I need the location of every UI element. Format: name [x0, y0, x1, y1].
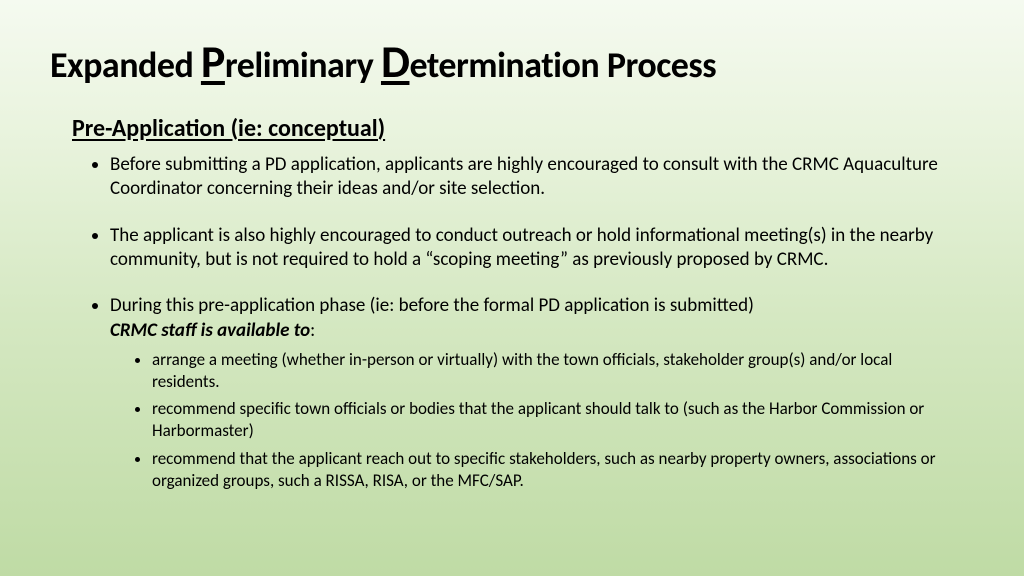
bullet-item: During this pre-application phase (ie: b… — [110, 294, 964, 491]
slide-title: Expanded Preliminary Determination Proce… — [50, 34, 974, 90]
bullet-emphasis: CRMC staff is available to — [110, 319, 310, 342]
title-segment: Expanded — [50, 43, 201, 87]
bullet-text: : — [310, 319, 315, 342]
slide: Expanded Preliminary Determination Proce… — [0, 0, 1024, 576]
bullet-text: During this pre-application phase (ie: b… — [110, 294, 754, 317]
sub-bullet-item: recommend that the applicant reach out t… — [152, 448, 944, 492]
sub-bullet-item: recommend specific town officials or bod… — [152, 398, 944, 442]
subheading: Pre-Application (ie: conceptual) — [72, 114, 974, 143]
title-segment: reliminary — [225, 43, 381, 87]
sub-bullet-item: arrange a meeting (whether in-person or … — [152, 349, 944, 393]
bullet-item: The applicant is also highly encouraged … — [110, 224, 964, 273]
title-big-letter: D — [381, 34, 410, 90]
sub-bullet-list: arrange a meeting (whether in-person or … — [152, 349, 944, 492]
bullet-text: The applicant is also highly encouraged … — [110, 224, 933, 271]
title-segment: etermination Process — [409, 43, 716, 87]
bullet-item: Before submitting a PD application, appl… — [110, 153, 964, 202]
bullet-text: Before submitting a PD application, appl… — [110, 153, 938, 200]
bullet-list: Before submitting a PD application, appl… — [110, 153, 974, 491]
title-big-letter: P — [201, 34, 225, 90]
